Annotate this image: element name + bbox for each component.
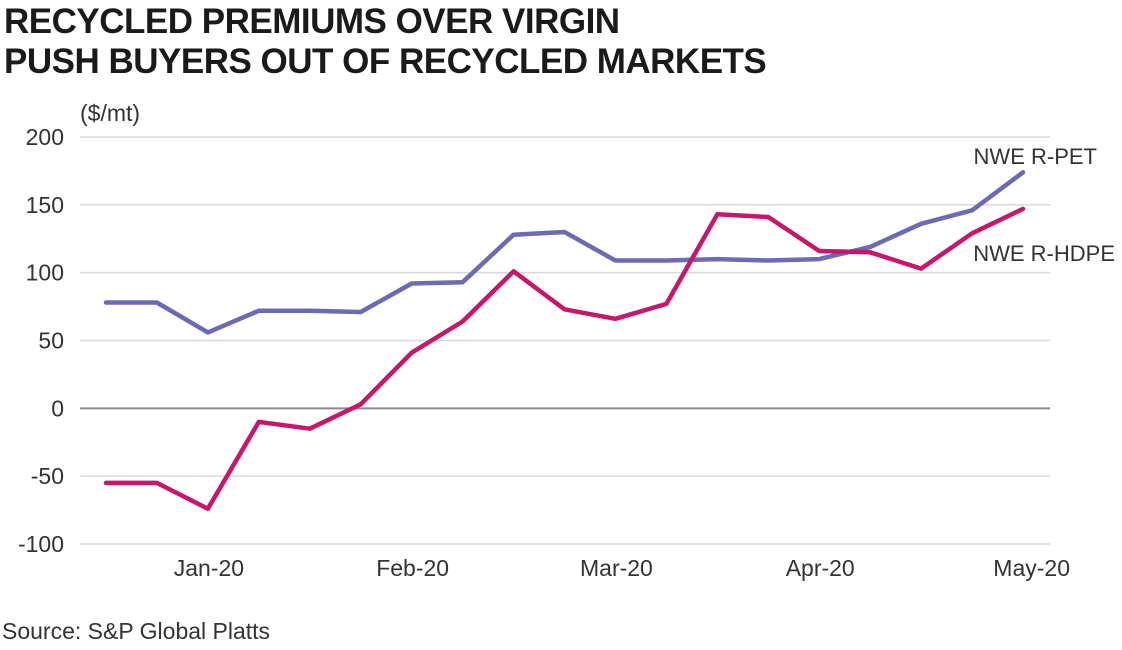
source-note: Source: S&P Global Platts <box>2 618 271 644</box>
series-line-nwe-r-pet <box>103 170 1026 335</box>
y-tick-label: 0 <box>51 395 64 421</box>
gridlines <box>80 136 1050 545</box>
y-tick-label: 150 <box>26 192 64 218</box>
y-tick-label: 200 <box>26 124 64 150</box>
y-axis-unit-label: ($/mt) <box>80 100 140 126</box>
x-axis-tick-labels: Jan-20 Feb-20 Mar-20 Apr-20 May-20 <box>174 555 1070 581</box>
y-axis-tick-labels: 200 150 100 50 0 -50 -100 <box>18 124 64 557</box>
x-tick-label: Apr-20 <box>786 555 855 581</box>
y-tick-label: -100 <box>18 531 64 557</box>
x-tick-label: May-20 <box>993 555 1070 581</box>
series-labels: NWE R-PET NWE R-HDPE <box>973 144 1115 266</box>
chart-title-line-1: RECYCLED PREMIUMS OVER VIRGIN <box>4 2 620 41</box>
chart-title: RECYCLED PREMIUMS OVER VIRGIN PUSH BUYER… <box>4 2 767 82</box>
x-tick-label: Feb-20 <box>376 555 449 581</box>
series-label-nwe-r-pet: NWE R-PET <box>974 144 1097 169</box>
y-tick-label: 50 <box>38 328 64 354</box>
series-line-nwe-r-hdpe <box>103 206 1026 511</box>
series-lines <box>103 170 1026 511</box>
series-label-nwe-r-hdpe: NWE R-HDPE <box>973 241 1115 266</box>
y-tick-label: 100 <box>26 260 64 286</box>
x-tick-label: Jan-20 <box>174 555 244 581</box>
chart-title-line-2: PUSH BUYERS OUT OF RECYCLED MARKETS <box>4 42 767 81</box>
x-tick-label: Mar-20 <box>580 555 653 581</box>
y-tick-label: -50 <box>31 463 64 489</box>
